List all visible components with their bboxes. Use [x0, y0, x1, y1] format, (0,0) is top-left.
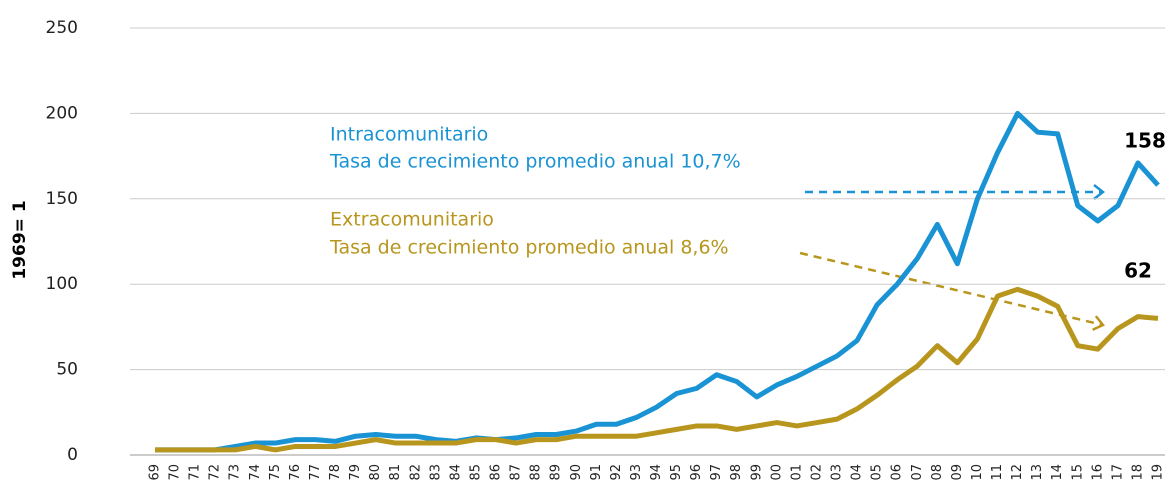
x-tick-label: 14	[1050, 464, 1065, 481]
x-tick-label: 19	[1151, 464, 1166, 481]
x-tick-label: 10	[970, 464, 985, 481]
x-tick-label: 86	[489, 464, 504, 481]
end-label: 158	[1124, 129, 1166, 153]
x-tick-label: 88	[529, 464, 544, 481]
x-tick-label: 84	[448, 464, 463, 481]
end-label: 62	[1124, 259, 1152, 283]
series-name: Extracomunitario	[330, 209, 494, 231]
x-tick-label: 96	[689, 464, 704, 481]
x-tick-label: 81	[388, 464, 403, 481]
x-tick-label: 78	[328, 464, 343, 481]
x-tick-label: 06	[890, 464, 905, 481]
x-tick-label: 75	[268, 464, 283, 481]
x-tick-label: 08	[930, 464, 945, 481]
y-tick-label: 0	[67, 445, 78, 465]
series-line	[155, 286, 1159, 453]
x-tick-label: 15	[1070, 464, 1085, 481]
y-tick-label: 100	[46, 274, 78, 294]
series-name: Intracomunitario	[330, 124, 488, 146]
x-tick-label: 12	[1010, 464, 1025, 481]
y-tick-label: 150	[46, 189, 78, 209]
x-tick-label: 87	[509, 464, 524, 481]
x-tick-label: 77	[308, 464, 323, 481]
x-tick-label: 17	[1110, 464, 1125, 481]
x-tick-label: 04	[850, 464, 865, 481]
x-tick-label: 92	[609, 464, 624, 481]
x-tick-label: 00	[769, 464, 784, 481]
x-tick-label: 18	[1130, 464, 1145, 481]
x-tick-label: 05	[870, 464, 885, 481]
y-axis-label: 1969= 1	[10, 200, 30, 279]
x-tick-label: 07	[910, 464, 925, 481]
x-tick-label: 79	[348, 464, 363, 481]
x-tick-label: 71	[188, 464, 203, 481]
x-tick-label: 82	[408, 464, 423, 481]
x-tick-label: 94	[649, 464, 664, 481]
y-tick-label: 250	[46, 18, 78, 38]
annotation: Tasa de crecimiento promedio anual 8,6%	[329, 237, 729, 259]
y-tick-label: 200	[46, 103, 78, 123]
x-tick-label: 99	[749, 464, 764, 481]
x-tick-label: 73	[228, 464, 243, 481]
x-tick-label: 90	[569, 464, 584, 481]
x-tick-label: 85	[468, 464, 483, 481]
x-tick-label: 70	[168, 464, 183, 481]
x-tick-label: 16	[1090, 464, 1105, 481]
x-tick-label: 76	[288, 464, 303, 481]
series-line	[155, 110, 1160, 453]
x-tick-label: 01	[789, 464, 804, 481]
x-tick-label: 80	[368, 464, 383, 481]
x-tick-label: 74	[248, 464, 263, 481]
x-tick-label: 72	[208, 464, 223, 481]
x-tick-label: 89	[549, 464, 564, 481]
x-tick-label: 97	[709, 464, 724, 481]
x-tick-label: 91	[589, 464, 604, 481]
x-tick-label: 95	[669, 464, 684, 481]
x-tick-label: 83	[428, 464, 443, 481]
x-tick-label: 02	[809, 464, 824, 481]
trend-arrow	[799, 251, 1103, 325]
x-tick-label: 13	[1030, 464, 1045, 481]
x-tick-label: 69	[148, 464, 163, 481]
annotation: Tasa de crecimiento promedio anual 10,7%	[329, 151, 741, 173]
x-tick-label: 98	[729, 464, 744, 481]
y-tick-label: 50	[56, 360, 78, 380]
x-tick-label: 11	[990, 464, 1005, 481]
x-tick-label: 03	[830, 464, 845, 481]
x-tick-label: 93	[629, 464, 644, 481]
x-tick-label: 09	[950, 464, 965, 481]
